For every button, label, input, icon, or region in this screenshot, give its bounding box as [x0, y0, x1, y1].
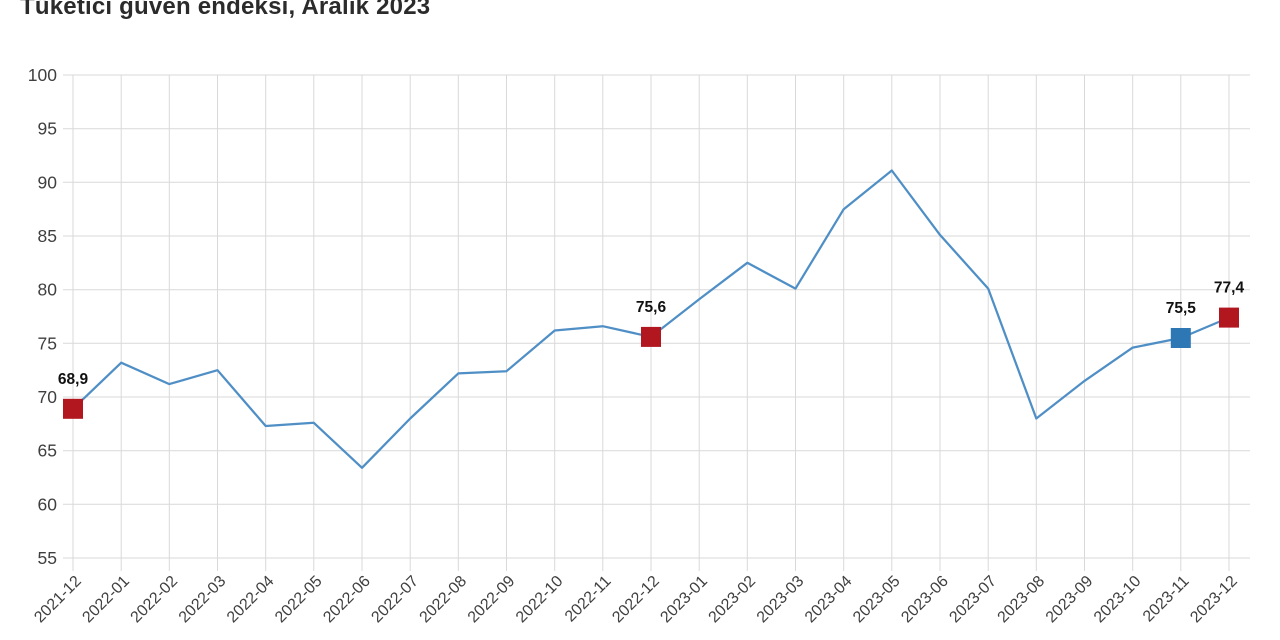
- x-tick-label: 2023-02: [706, 573, 760, 627]
- chart-title: Tüketici güven endeksi, Aralık 2023: [20, 0, 431, 20]
- x-tick-label: 2022-03: [176, 573, 230, 627]
- x-tick-label: 2022-01: [79, 573, 133, 627]
- x-tick-label: 2022-08: [417, 573, 471, 627]
- highlight-marker: [1170, 328, 1191, 348]
- x-tick-label: 2023-03: [754, 573, 808, 627]
- y-tick-label: 85: [38, 226, 57, 246]
- y-tick-label: 60: [38, 494, 58, 514]
- x-tick-label: 2023-09: [1043, 573, 1097, 627]
- x-tick-label: 2021-12: [31, 573, 85, 627]
- x-tick-label: 2023-04: [802, 573, 856, 627]
- y-gridlines: [63, 74, 1250, 559]
- y-tick-label: 70: [38, 387, 58, 407]
- x-tick-label: 2022-09: [465, 573, 519, 627]
- data-label: 75,6: [636, 299, 667, 316]
- x-tick-labels: 2021-122022-012022-022022-032022-042022-…: [31, 573, 1241, 627]
- x-tick-label: 2023-05: [850, 573, 904, 627]
- data-label: 75,5: [1166, 300, 1197, 317]
- x-tick-label: 2023-06: [898, 573, 952, 627]
- highlight-marker: [63, 398, 83, 419]
- x-tick-label: 2022-11: [562, 573, 615, 626]
- y-tick-label: 65: [38, 441, 57, 461]
- y-tick-label: 55: [38, 548, 57, 568]
- data-label: 77,4: [1214, 280, 1245, 297]
- x-gridlines: [72, 75, 1230, 571]
- x-tick-label: 2022-12: [609, 573, 663, 627]
- highlight-marker: [641, 326, 661, 347]
- y-tick-labels: 55 60 65 70 75 80 85 90 95 100: [28, 65, 57, 568]
- y-tick-label: 75: [38, 333, 57, 353]
- data-labels: 68,9 75,6 75,5 77,4: [58, 280, 1245, 388]
- x-tick-label: 2022-07: [368, 573, 422, 627]
- y-tick-label: 100: [28, 65, 57, 85]
- highlight-markers: [63, 307, 1239, 419]
- data-label: 68,9: [58, 371, 89, 388]
- x-tick-label: 2022-02: [128, 573, 182, 627]
- x-tick-label: 2023-07: [946, 573, 1000, 627]
- x-tick-label: 2022-06: [320, 573, 374, 627]
- x-tick-label: 2023-11: [1140, 573, 1193, 626]
- y-tick-label: 95: [38, 119, 57, 139]
- y-tick-label: 90: [38, 172, 58, 192]
- x-tick-label: 2023-01: [657, 573, 711, 627]
- x-tick-label: 2023-10: [1091, 573, 1145, 627]
- x-tick-label: 2022-04: [224, 573, 278, 627]
- x-tick-label: 2022-05: [272, 573, 326, 627]
- x-tick-label: 2023-08: [995, 573, 1049, 627]
- x-tick-label: 2023-12: [1187, 573, 1241, 627]
- y-tick-label: 80: [38, 280, 58, 300]
- highlight-marker: [1219, 307, 1239, 328]
- x-tick-label: 2022-10: [513, 573, 567, 627]
